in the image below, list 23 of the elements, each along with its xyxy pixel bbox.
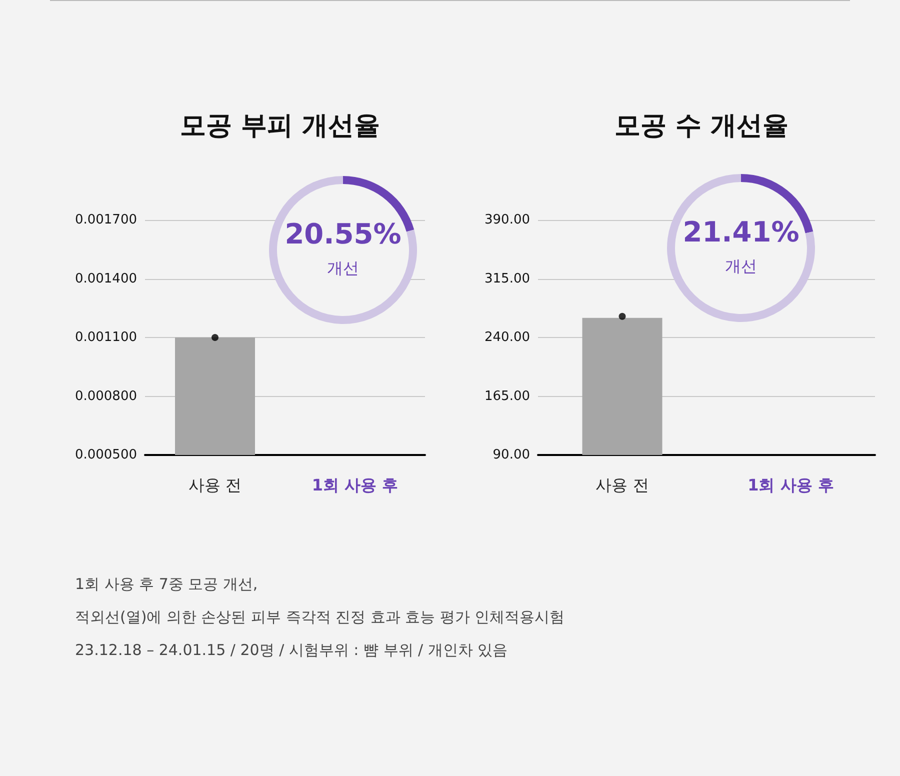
x-tick-label: 1회 사용 후 (748, 476, 834, 494)
annotation: 개선 (327, 258, 359, 278)
text: 적외선(열)에 의한 손상된 피부 즉각적 진정 효과 효능 평가 인체적용시험 (75, 607, 566, 628)
x-tick-label: 1회 사용 후 (312, 476, 398, 494)
y-tick-label: 0.001700 (74, 212, 137, 228)
y-tick-label: 165.00 (484, 388, 530, 404)
annotation: 21.41% (682, 216, 800, 248)
y-tick-label: 315.00 (484, 271, 530, 286)
y-tick-label: 0.000500 (74, 448, 137, 462)
x-tick-label: 사용 전 (596, 476, 649, 494)
y-tick-label: 240.00 (484, 330, 530, 345)
text: 23.12.18 – 24.01.15 / 20명 / 시험부위 : 뺨 부위 / 개인차 있음 (75, 640, 509, 661)
annotation: 개선 (725, 256, 757, 276)
text: 1회 사용 후 7중 모공 개선, (75, 574, 259, 595)
x-tick-label: 사용 전 (188, 476, 242, 494)
y-tick-label: 390.00 (484, 212, 530, 228)
y-tick-label: 90.00 (492, 448, 530, 462)
annotation: 20.55% (284, 218, 402, 250)
chart-title: 모공 부피 개선율 (180, 111, 380, 141)
y-tick-label: 0.001100 (74, 330, 137, 345)
y-tick-label: 0.001400 (74, 271, 137, 286)
y-tick-label: 0.000800 (74, 388, 137, 404)
chart-title: 모공 수 개선율 (614, 111, 789, 141)
